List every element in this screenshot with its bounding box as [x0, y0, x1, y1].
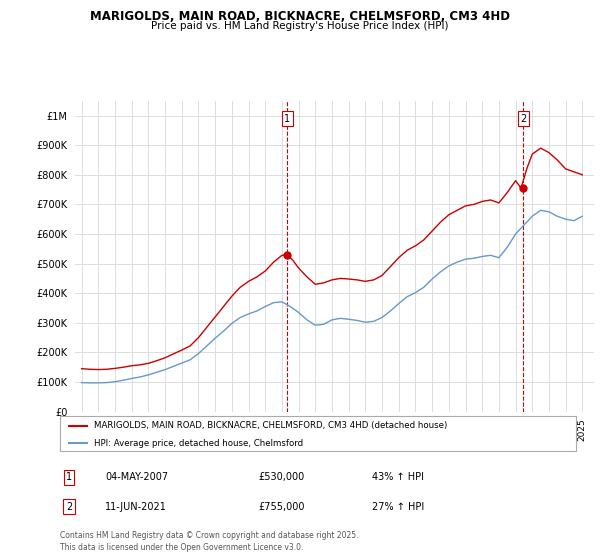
Text: 11-JUN-2021: 11-JUN-2021 — [105, 502, 167, 512]
Text: 43% ↑ HPI: 43% ↑ HPI — [372, 472, 424, 482]
Text: 27% ↑ HPI: 27% ↑ HPI — [372, 502, 424, 512]
Text: 2: 2 — [520, 114, 526, 124]
Text: Contains HM Land Registry data © Crown copyright and database right 2025.
This d: Contains HM Land Registry data © Crown c… — [60, 531, 359, 552]
Text: 04-MAY-2007: 04-MAY-2007 — [105, 472, 168, 482]
Text: Price paid vs. HM Land Registry's House Price Index (HPI): Price paid vs. HM Land Registry's House … — [151, 21, 449, 31]
Text: 2: 2 — [66, 502, 72, 512]
Text: 1: 1 — [284, 114, 290, 124]
Text: MARIGOLDS, MAIN ROAD, BICKNACRE, CHELMSFORD, CM3 4HD: MARIGOLDS, MAIN ROAD, BICKNACRE, CHELMSF… — [90, 10, 510, 22]
Text: 1: 1 — [66, 472, 72, 482]
Text: HPI: Average price, detached house, Chelmsford: HPI: Average price, detached house, Chel… — [94, 438, 302, 447]
Text: MARIGOLDS, MAIN ROAD, BICKNACRE, CHELMSFORD, CM3 4HD (detached house): MARIGOLDS, MAIN ROAD, BICKNACRE, CHELMSF… — [94, 421, 447, 430]
Text: £530,000: £530,000 — [258, 472, 304, 482]
Text: £755,000: £755,000 — [258, 502, 305, 512]
